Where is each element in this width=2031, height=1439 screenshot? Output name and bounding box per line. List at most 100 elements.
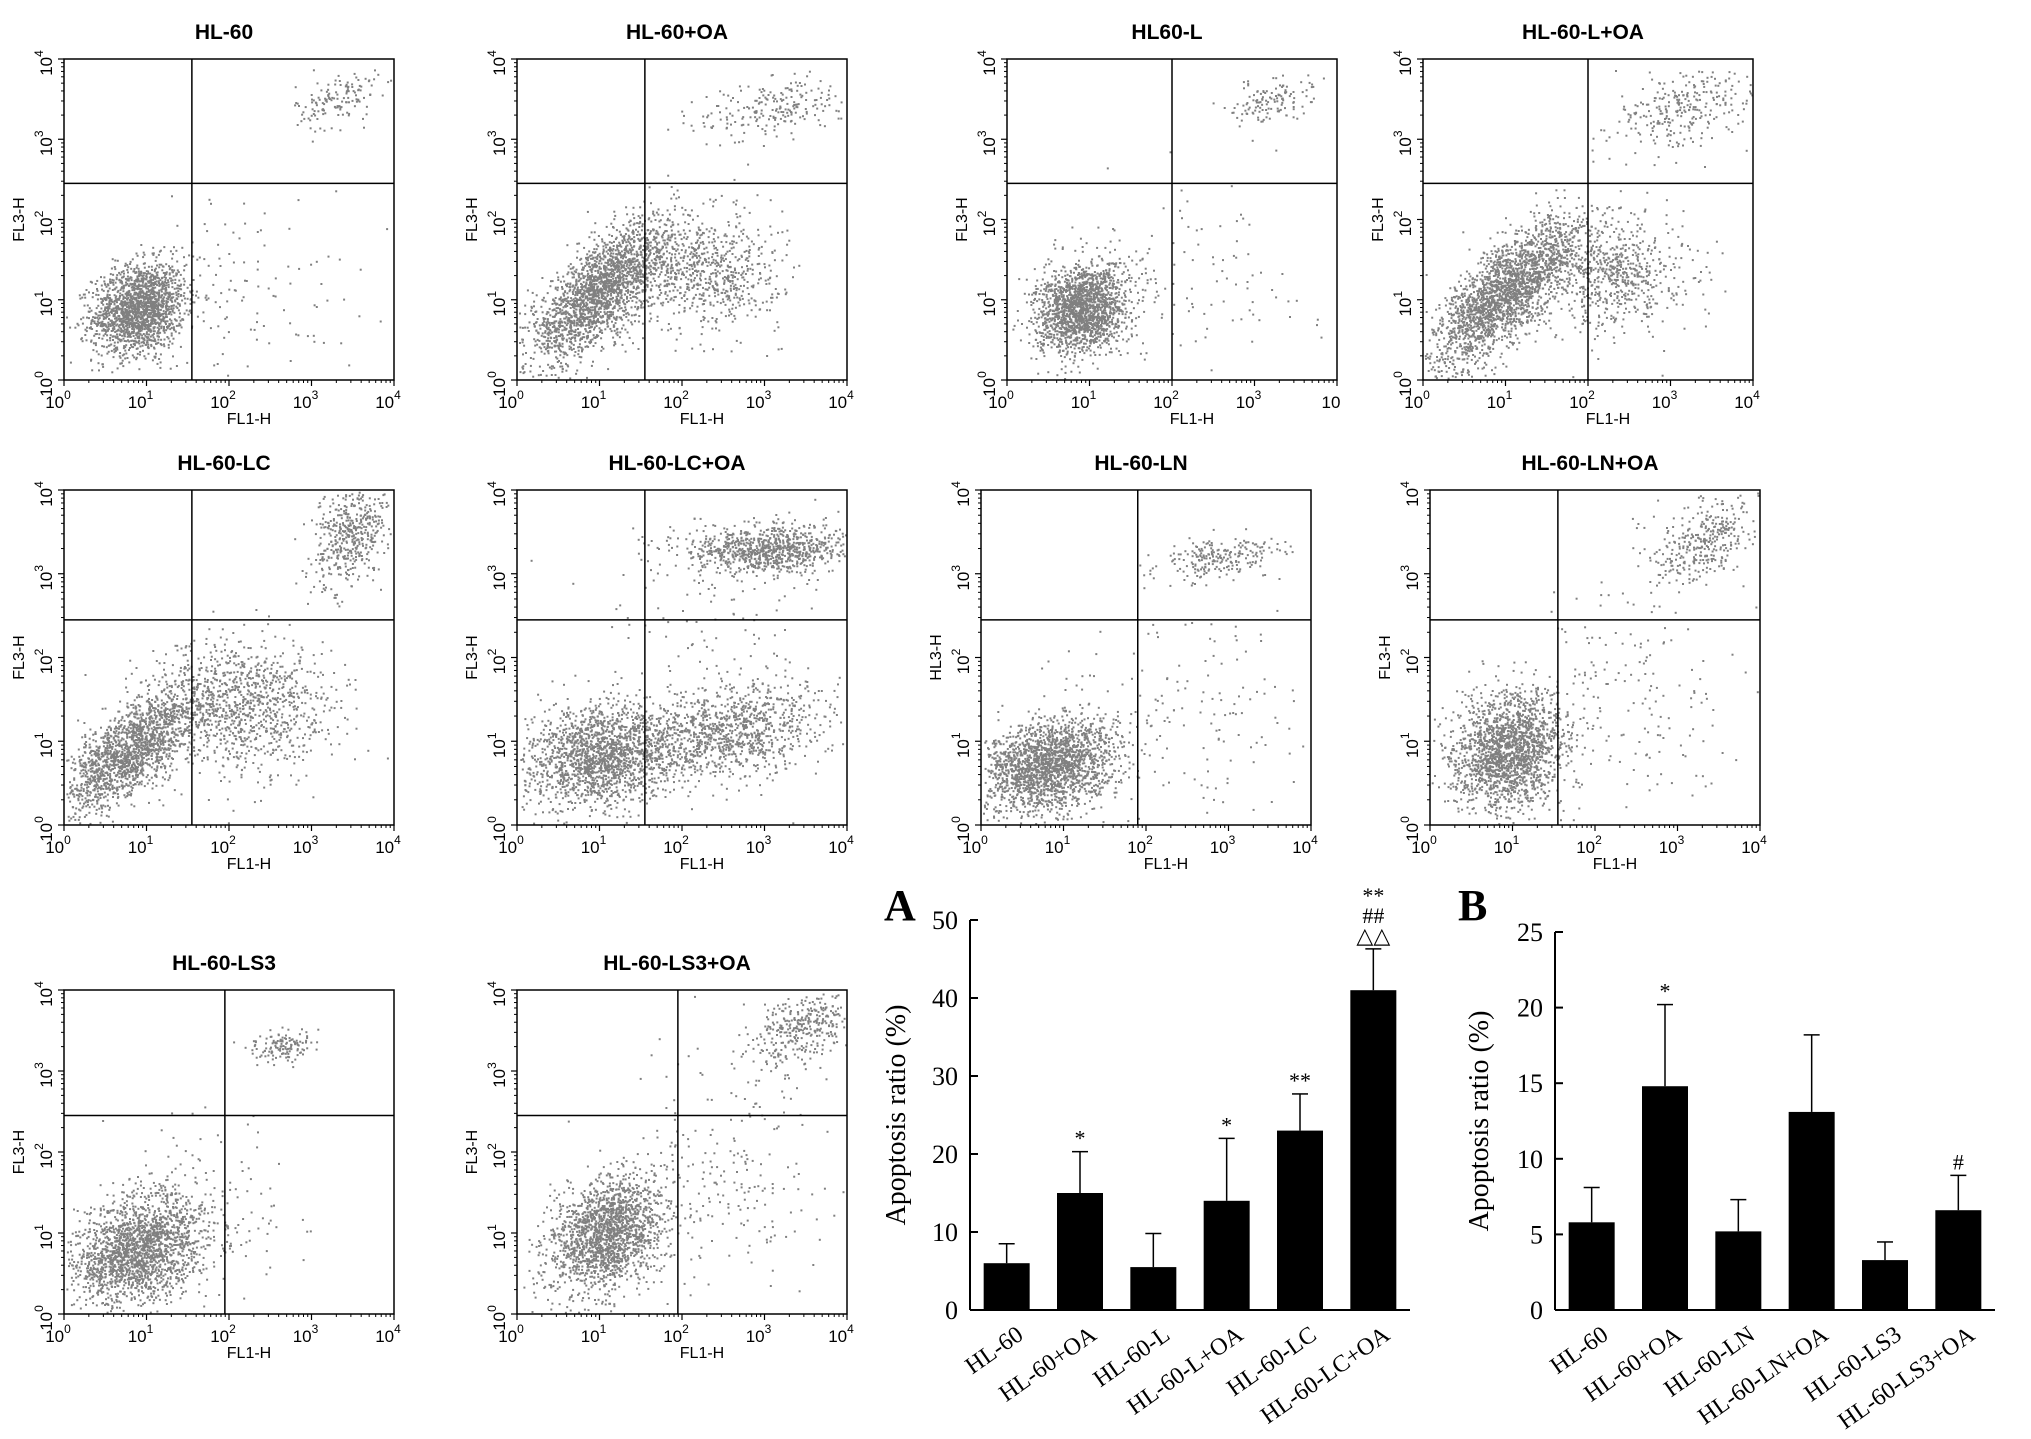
y-tick-label: 102 — [1391, 210, 1415, 236]
y-axis-label: Apoptosis ratio (%) — [1464, 1011, 1495, 1232]
significance-mark: ## — [1362, 903, 1384, 928]
y-tick-label: 50 — [932, 906, 958, 935]
x-tick-label: 103 — [746, 833, 772, 857]
y-tick-label: 15 — [1517, 1069, 1543, 1098]
x-tick-label: 103 — [1652, 388, 1678, 412]
y-tick-label: 102 — [32, 1143, 56, 1169]
x-tick-label: 100 — [498, 1322, 524, 1346]
bar — [1788, 1111, 1835, 1310]
x-tick-label: 101 — [128, 833, 154, 857]
y-tick-label: 103 — [485, 130, 509, 156]
x-tick-label: 101 — [128, 1322, 154, 1346]
x-tick-label: 104 — [828, 388, 854, 412]
y-tick-label: 100 — [1391, 371, 1415, 397]
x-axis-label: FL1-H — [227, 856, 271, 873]
x-tick-label: 100 — [1404, 388, 1430, 412]
panel-title: HL-60+OA — [626, 21, 728, 44]
bar — [1568, 1222, 1615, 1310]
x-tick-label: 103 — [293, 833, 319, 857]
y-tick-label: 101 — [32, 291, 56, 317]
bar — [1203, 1200, 1250, 1310]
flow-panel-10: HL-60-LS3+OA 100 101 102 103 104 100 101 102 103 1… — [464, 952, 854, 1362]
x-tick-label: 101 — [1487, 388, 1513, 412]
y-axis-label: FL3-H — [464, 635, 481, 679]
y-axis-label: FL3-H — [954, 197, 971, 241]
x-tick-label: 104 — [375, 833, 401, 857]
panel-title: HL-60-LC — [177, 452, 270, 475]
x-tick-label: 103 — [1210, 833, 1236, 857]
x-tick-label: 100 — [45, 833, 71, 857]
y-tick-label: 104 — [949, 481, 973, 507]
panel-title: HL-60 — [195, 21, 253, 44]
scatter-points — [519, 70, 843, 380]
y-tick-label: 103 — [32, 565, 56, 591]
y-tick-label: 101 — [485, 1224, 509, 1250]
y-tick-label: 104 — [485, 481, 509, 507]
x-tick-label: 100 — [988, 388, 1014, 412]
scatter-points — [66, 491, 392, 825]
y-tick-label: 101 — [32, 1224, 56, 1250]
y-tick-label: 104 — [1391, 50, 1415, 76]
y-tick-label: 100 — [32, 371, 56, 397]
flow-panel-2: HL-60+OA 100 101 102 103 104 100 101 102 103 104 FL… — [464, 21, 854, 428]
y-tick-label: 101 — [485, 732, 509, 758]
flow-panel-9: HL-60-LS3 100 101 102 103 104 100 101 102 103 104 F… — [11, 952, 401, 1362]
bar — [1130, 1267, 1177, 1310]
x-tick-label: 101 — [1494, 833, 1520, 857]
panel-title: HL-60-LN — [1094, 452, 1187, 475]
x-axis-label: FL1-H — [1144, 856, 1188, 873]
y-axis-label: FL3-H — [464, 1130, 481, 1174]
bar — [1350, 990, 1397, 1310]
significance-mark: ** — [1289, 1068, 1311, 1093]
bar — [983, 1263, 1030, 1310]
scatter-points — [1012, 74, 1325, 380]
x-tick-label: 104 — [1741, 833, 1767, 857]
scatter-points — [1431, 492, 1760, 826]
x-tick-label: 103 — [1659, 833, 1685, 857]
y-tick-label: 104 — [485, 981, 509, 1007]
panel-title: HL-60-LS3 — [172, 952, 276, 975]
x-tick-label: 100 — [1411, 833, 1437, 857]
x-tick-label: 101 — [581, 388, 607, 412]
x-tick-label: 104 — [375, 1322, 401, 1346]
y-tick-label: 103 — [485, 1062, 509, 1088]
bar — [1715, 1231, 1762, 1310]
x-axis-label: FL1-H — [1170, 411, 1214, 428]
x-tick-label: 100 — [498, 833, 524, 857]
y-tick-label: 104 — [32, 50, 56, 76]
x-axis-label: FL1-H — [1586, 411, 1630, 428]
y-tick-label: 102 — [1398, 648, 1422, 674]
significance-mark: # — [1953, 1149, 1964, 1174]
x-tick-label: 103 — [746, 1322, 772, 1346]
y-tick-label: 104 — [32, 481, 56, 507]
panel-label: A — [884, 881, 916, 930]
x-tick-label: 104 — [375, 388, 401, 412]
x-axis-label: FL1-H — [227, 1345, 271, 1362]
y-tick-label: 0 — [1530, 1296, 1543, 1325]
y-tick-label: 40 — [932, 984, 958, 1013]
y-tick-label: 102 — [975, 210, 999, 236]
y-tick-label: 101 — [1398, 732, 1422, 758]
y-tick-label: 100 — [32, 1305, 56, 1331]
y-tick-label: 101 — [32, 732, 56, 758]
y-tick-label: 102 — [485, 648, 509, 674]
y-tick-label: 101 — [949, 732, 973, 758]
y-tick-label: 101 — [975, 291, 999, 317]
y-axis-label: FL3-H — [464, 197, 481, 241]
y-tick-label: 102 — [949, 648, 973, 674]
y-tick-label: 101 — [1391, 291, 1415, 317]
x-tick-label: 10 — [1322, 393, 1341, 412]
flow-panel-3: HL60-L 100 101 102 103 10 100 101 102 103 104 FL1-H… — [954, 21, 1340, 428]
x-tick-label: 102 — [210, 388, 236, 412]
x-tick-label: 100 — [498, 388, 524, 412]
panel-title: HL-60-LC+OA — [608, 452, 745, 475]
x-tick-label: 104 — [1292, 833, 1318, 857]
bar — [1057, 1193, 1103, 1310]
flow-panel-6: HL-60-LC+OA 100 101 102 103 104 100 101 102 103 10… — [464, 452, 854, 873]
x-tick-label: 103 — [746, 388, 772, 412]
y-tick-label: 20 — [932, 1140, 958, 1169]
y-tick-label: 102 — [32, 210, 56, 236]
y-tick-label: 100 — [975, 371, 999, 397]
x-tick-label: 104 — [828, 833, 854, 857]
y-tick-label: 100 — [32, 816, 56, 842]
